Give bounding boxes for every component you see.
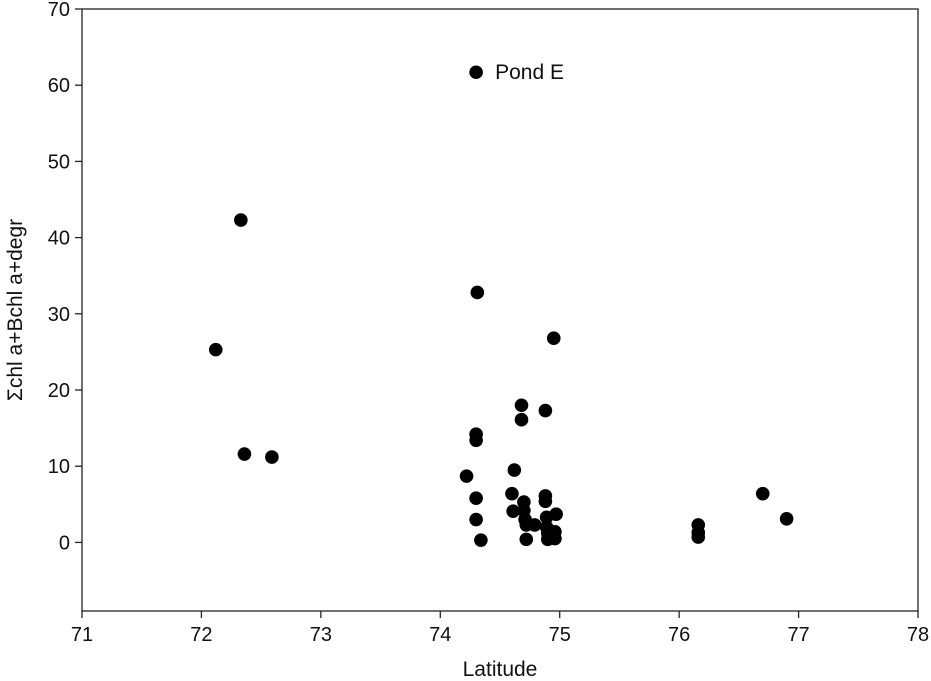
data-point	[546, 331, 561, 345]
data-point	[469, 65, 483, 80]
data-point	[474, 533, 488, 547]
y-tick-label: 30	[48, 304, 70, 326]
data-point	[459, 469, 474, 483]
data-point	[514, 412, 529, 427]
data-point	[208, 342, 223, 357]
x-axis-label: Latitude	[463, 658, 538, 681]
y-tick-label: 0	[59, 532, 70, 554]
y-axis: 0 10 20 30 40 50 60 70	[48, 0, 82, 554]
data-points	[208, 65, 794, 547]
data-point	[505, 486, 519, 501]
x-tick-label: 75	[549, 624, 571, 646]
x-tick-label: 77	[787, 624, 809, 646]
data-point	[779, 511, 794, 526]
data-point	[527, 518, 542, 532]
data-point	[755, 486, 770, 501]
data-point	[469, 512, 483, 527]
data-point	[507, 463, 522, 477]
data-point	[234, 213, 248, 227]
y-tick-label: 60	[48, 75, 70, 97]
x-tick-label: 72	[190, 624, 212, 646]
annotations: Pond E	[495, 61, 564, 84]
data-point	[237, 447, 252, 461]
y-tick-label: 70	[48, 0, 70, 21]
x-tick-label: 73	[310, 624, 332, 646]
data-point	[514, 398, 529, 413]
x-tick-label: 76	[668, 624, 690, 646]
y-tick-label: 40	[48, 228, 70, 250]
data-point	[506, 504, 520, 518]
data-point	[470, 285, 485, 300]
annotation-label: Pond E	[495, 61, 564, 84]
y-tick-label: 20	[48, 380, 70, 402]
data-point	[469, 491, 483, 506]
x-axis: 71 72 73 74 75 76 77 78	[71, 611, 929, 646]
y-tick-label: 10	[48, 456, 70, 478]
data-point	[265, 450, 279, 464]
y-tick-label: 50	[48, 151, 70, 173]
x-tick-label: 78	[907, 624, 929, 646]
plot-frame	[81, 8, 919, 612]
data-point	[538, 403, 553, 418]
y-axis-label: Σchl a+Bchl a+degr	[4, 219, 27, 401]
x-tick-label: 71	[71, 624, 93, 646]
data-point	[538, 494, 553, 509]
data-point	[469, 433, 483, 448]
data-point	[549, 507, 563, 522]
x-tick-label: 74	[429, 624, 451, 646]
data-point	[519, 532, 534, 547]
data-point	[548, 531, 562, 546]
data-point	[691, 530, 706, 544]
